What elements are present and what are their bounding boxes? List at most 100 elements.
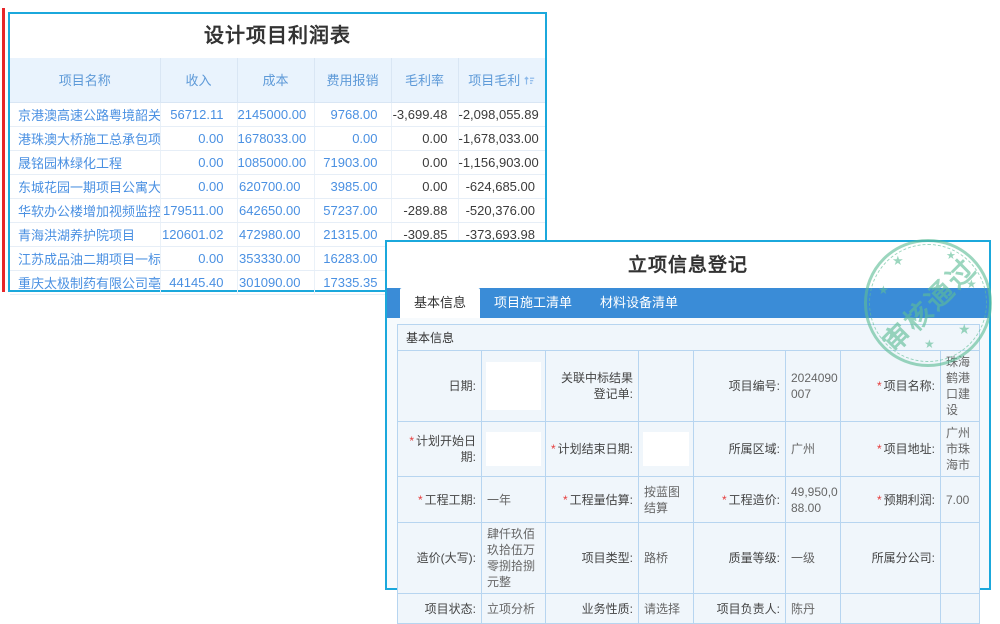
project-name-link[interactable]: 青海洪湖养护院项目 xyxy=(10,222,161,247)
cost-cell: 620700.00 xyxy=(237,174,315,199)
income-cell: 0.00 xyxy=(160,246,238,271)
planned-end-date-label: * 计划结束日期: xyxy=(545,421,639,477)
region-value[interactable]: 广州 xyxy=(785,421,841,477)
col-header-income: 收入 xyxy=(160,58,238,103)
profit-cell: -624,685.00 xyxy=(458,174,545,199)
income-cell: 0.00 xyxy=(160,126,238,151)
left-red-marker-line xyxy=(2,8,5,292)
linked-bid-result-field[interactable] xyxy=(638,350,694,422)
empty-value-cell xyxy=(939,593,981,624)
margin-cell: 0.00 xyxy=(391,174,459,199)
income-cell: 56712.11 xyxy=(160,102,238,127)
project-number-value: 2024090007 xyxy=(785,350,841,422)
income-cell: 120601.02 xyxy=(160,222,238,247)
table-row: 京港澳高速公路粤境韶关至 56712.11 2145000.00 9768.00… xyxy=(10,102,545,127)
tab-construction-list[interactable]: 项目施工清单 xyxy=(494,295,573,310)
project-type-label: 项目类型: xyxy=(545,522,639,594)
expense-cell: 17335.35 xyxy=(314,270,392,295)
project-status-label: 项目状态: xyxy=(397,593,482,624)
planned-end-date-cell xyxy=(638,421,694,477)
project-status-value: 立项分析 xyxy=(481,593,546,624)
business-nature-label: 业务性质: xyxy=(545,593,639,624)
profit-cell: -1,678,033.00 xyxy=(458,126,545,151)
col-header-expense: 费用报销 xyxy=(314,58,392,103)
expense-cell: 57237.00 xyxy=(314,198,392,223)
project-address-label: * 项目地址: xyxy=(840,421,941,477)
expected-profit-label: * 预期利润: xyxy=(840,476,941,523)
date-field-cell xyxy=(481,350,546,422)
expense-cell: 21315.00 xyxy=(314,222,392,247)
tab-basic-info[interactable]: 基本信息 xyxy=(400,288,481,318)
planned-start-date-input[interactable] xyxy=(486,432,541,466)
cost-cell: 353330.00 xyxy=(237,246,315,271)
quantity-estimate-label: * 工程量估算: xyxy=(545,476,639,523)
tab-materials-equipment-list[interactable]: 材料设备清单 xyxy=(600,295,679,310)
project-name-link[interactable]: 京港澳高速公路粤境韶关至 xyxy=(10,102,161,127)
project-name-link[interactable]: 港珠澳大桥施工总承包项目 xyxy=(10,126,161,151)
linked-bid-result-label: 关联中标结果登记单: xyxy=(545,350,639,422)
cost-cell: 2145000.00 xyxy=(237,102,315,127)
expense-cell: 71903.00 xyxy=(314,150,392,175)
planned-start-date-label: * 计划开始日期: xyxy=(397,421,482,477)
col-header-margin: 毛利率 xyxy=(391,58,459,103)
branch-company-field[interactable] xyxy=(939,522,981,594)
planned-end-date-input[interactable] xyxy=(643,432,689,466)
date-input[interactable] xyxy=(486,362,541,410)
cost-cell: 1678033.00 xyxy=(237,126,315,151)
col-header-profit[interactable]: 项目毛利 xyxy=(458,58,545,103)
cost-in-words-value: 肆仟玖佰玖拾伍万零捌拾捌元整 xyxy=(481,522,546,594)
income-cell: 179511.00 xyxy=(160,198,238,223)
income-cell: 44145.40 xyxy=(160,270,238,295)
date-label: 日期: xyxy=(397,350,482,422)
margin-cell: 0.00 xyxy=(391,126,459,151)
income-cell: 0.00 xyxy=(160,150,238,175)
table-row: 港珠澳大桥施工总承包项目 0.00 1678033.00 0.00 0.00 -… xyxy=(10,126,545,151)
quality-grade-label: 质量等级: xyxy=(693,522,786,594)
table-row: 晟铭园林绿化工程 0.00 1085000.00 71903.00 0.00 -… xyxy=(10,150,545,175)
project-name-link[interactable]: 东城花园一期项目公寓大堂 xyxy=(10,174,161,199)
project-number-label: 项目编号: xyxy=(693,350,786,422)
profit-table: 项目名称 收入 成本 费用报销 毛利率 项目毛利 京港澳高速公路粤境韶关至 56… xyxy=(10,58,545,295)
project-name-label: * 项目名称: xyxy=(840,350,941,422)
section-header-basic-info: 基本信息 xyxy=(396,324,981,351)
quantity-estimate-field[interactable]: 按蓝图结算 xyxy=(638,476,694,523)
expense-cell: 0.00 xyxy=(314,126,392,151)
table-row: 华软办公楼增加视频监控项 179511.00 642650.00 57237.0… xyxy=(10,198,545,223)
business-nature-select[interactable]: 请选择 xyxy=(638,593,694,624)
expense-cell: 16283.00 xyxy=(314,246,392,271)
profit-cell: -1,156,903.00 xyxy=(458,150,545,175)
project-cost-field[interactable]: 49,950,088.00 xyxy=(785,476,841,523)
profit-table-header-row: 项目名称 收入 成本 费用报销 毛利率 项目毛利 xyxy=(10,58,545,103)
expense-cell: 3985.00 xyxy=(314,174,392,199)
project-name-link[interactable]: 重庆太极制药有限公司亳州 xyxy=(10,270,161,295)
project-address-field[interactable]: 广州市珠海市 xyxy=(939,421,981,477)
construction-period-field[interactable]: 一年 xyxy=(481,476,546,523)
income-cell: 0.00 xyxy=(160,174,238,199)
branch-company-label: 所属分公司: xyxy=(840,522,941,594)
expense-cell: 9768.00 xyxy=(314,102,392,127)
col-header-cost: 成本 xyxy=(237,58,315,103)
quality-grade-field[interactable]: 一级 xyxy=(785,522,841,594)
col-header-project-name: 项目名称 xyxy=(10,58,161,103)
sort-icon[interactable] xyxy=(524,74,535,89)
registration-panel: 立项信息登记 基本信息 项目施工清单 材料设备清单 基本信息 日期: 关联中标结… xyxy=(385,240,991,624)
margin-cell: 0.00 xyxy=(391,150,459,175)
project-type-field[interactable]: 路桥 xyxy=(638,522,694,594)
project-manager-field[interactable]: 陈丹 xyxy=(785,593,841,624)
project-name-field[interactable]: 珠海鹤港口建设 xyxy=(939,350,981,422)
registration-form-area: 基本信息 日期: 关联中标结果登记单: 项目编号: 2024090007 * 项目… xyxy=(387,318,989,624)
region-label: 所属区域: xyxy=(693,421,786,477)
construction-period-label: * 工程工期: xyxy=(397,476,482,523)
project-name-link[interactable]: 晟铭园林绿化工程 xyxy=(10,150,161,175)
margin-cell: -289.88 xyxy=(391,198,459,223)
cost-cell: 642650.00 xyxy=(237,198,315,223)
profit-cell: -520,376.00 xyxy=(458,198,545,223)
project-name-link[interactable]: 华软办公楼增加视频监控项 xyxy=(10,198,161,223)
project-name-link[interactable]: 江苏成品油二期项目一标段 xyxy=(10,246,161,271)
expected-profit-field[interactable]: 7.00 xyxy=(939,476,981,523)
cost-cell: 301090.00 xyxy=(237,270,315,295)
profit-table-panel: 设计项目利润表 项目名称 收入 成本 费用报销 毛利率 项目毛利 京港澳高速公路… xyxy=(8,12,547,295)
empty-label-cell xyxy=(840,593,941,624)
tab-bar: 基本信息 项目施工清单 材料设备清单 xyxy=(387,288,989,318)
profit-cell: -2,098,055.89 xyxy=(458,102,545,127)
